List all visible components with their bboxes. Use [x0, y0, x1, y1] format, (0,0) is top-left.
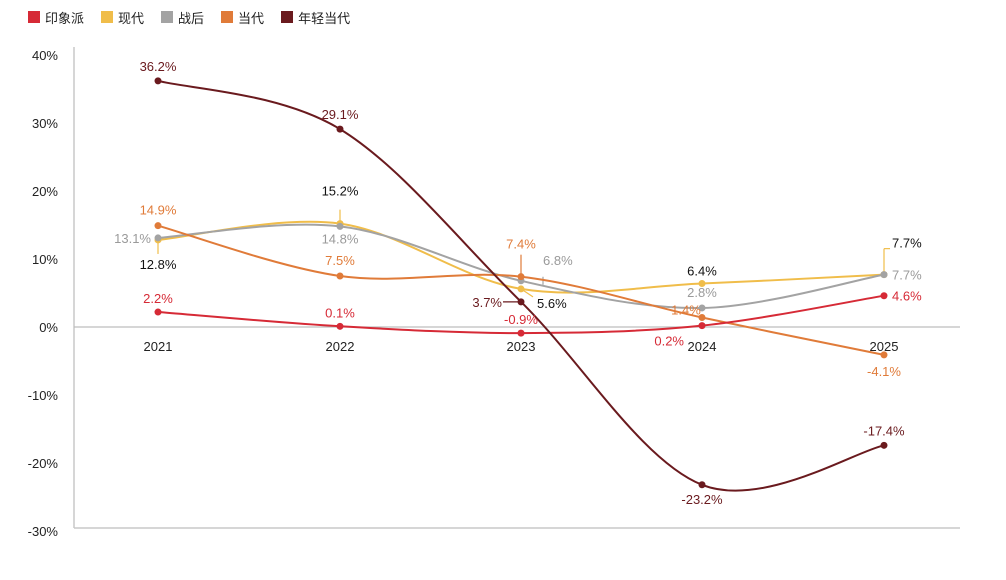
data-label: 7.7% [892, 236, 922, 251]
data-point [154, 77, 162, 85]
data-point [336, 322, 344, 330]
data-label: 0.2% [654, 334, 684, 349]
data-label: 3.7% [472, 295, 502, 310]
legend-swatch [221, 11, 234, 23]
data-label: 15.2% [322, 184, 359, 199]
legend-item[interactable]: 印象派 [28, 8, 84, 27]
data-label: 2.2% [143, 291, 173, 306]
data-point [698, 322, 706, 330]
legend-item[interactable]: 年轻当代 [281, 8, 350, 27]
y-tick-label: 10% [32, 252, 58, 267]
data-point [880, 271, 888, 279]
data-label: 12.8% [140, 257, 177, 272]
x-tick-label: 2024 [688, 339, 717, 354]
y-tick-label: 0% [39, 320, 58, 335]
data-point [880, 351, 888, 359]
data-label: 7.4% [506, 237, 536, 252]
data-label: -17.4% [863, 423, 905, 438]
y-tick-label: -30% [28, 524, 59, 539]
data-label: 6.4% [687, 263, 717, 278]
x-tick-label: 2022 [326, 339, 355, 354]
data-point [336, 272, 344, 280]
legend-label: 印象派 [45, 11, 85, 27]
data-point [698, 481, 706, 489]
data-label: 5.6% [537, 296, 567, 311]
legend-item[interactable]: 战后 [161, 8, 204, 27]
data-label: -4.1% [867, 364, 901, 379]
x-tick-label: 2025 [870, 339, 899, 354]
legend-label: 当代 [238, 11, 265, 27]
x-tick-label: 2021 [144, 339, 173, 354]
y-tick-label: 30% [32, 116, 58, 131]
data-point [154, 308, 162, 316]
data-labels: 2.2% 0.1% -0.9% 0.2% 4.6% 12.8% 15.2% 5.6% 6.4% 7… [114, 59, 922, 507]
data-label: 1.4% [671, 302, 701, 317]
data-point [336, 125, 344, 133]
legend-swatch [281, 11, 294, 23]
legend-item[interactable]: 现代 [101, 8, 144, 27]
data-point [154, 222, 162, 230]
data-label: 13.1% [114, 231, 151, 246]
y-tick-label: 40% [32, 48, 58, 63]
data-label: 2.8% [687, 285, 717, 300]
y-tick-label: -10% [28, 388, 59, 403]
data-point [336, 222, 344, 230]
data-label: 14.8% [322, 231, 359, 246]
data-label: -0.9% [504, 312, 538, 327]
data-label: 29.1% [322, 107, 359, 122]
y-tick-label: -20% [28, 456, 59, 471]
legend-swatch [161, 11, 174, 23]
legend-label: 战后 [178, 11, 205, 27]
x-tick-label: 2023 [507, 339, 536, 354]
data-label: 7.5% [325, 253, 355, 268]
axes [73, 47, 960, 529]
data-point [517, 285, 525, 293]
legend-label: 年轻当代 [298, 11, 351, 27]
legend: 印象派 现代 战后 当代 年轻当代 [28, 7, 367, 27]
data-point [517, 298, 525, 306]
data-label: 6.8% [543, 253, 573, 268]
data-point [880, 441, 888, 449]
legend-swatch [101, 11, 114, 23]
data-label: 0.1% [325, 305, 355, 320]
legend-swatch [28, 11, 40, 23]
data-point [517, 329, 525, 337]
data-point [698, 304, 706, 312]
legend-item[interactable]: 当代 [221, 8, 264, 27]
data-point [880, 292, 888, 300]
data-point [154, 234, 162, 242]
data-label: 14.9% [140, 203, 177, 218]
data-point [698, 313, 706, 321]
data-label: 36.2% [140, 59, 177, 74]
data-label: 7.7% [892, 268, 922, 283]
data-label: -23.2% [681, 492, 723, 507]
x-axis-ticks: 2021 2022 2023 2024 2025 [144, 339, 899, 354]
data-label: 4.6% [892, 289, 922, 304]
y-axis-ticks: 40% 30% 20% 10% 0% -10% -20% -30% [28, 48, 59, 539]
data-point [517, 273, 525, 281]
data-point [698, 279, 706, 287]
series-points [154, 77, 888, 489]
y-tick-label: 20% [32, 184, 58, 199]
legend-label: 现代 [118, 11, 145, 27]
